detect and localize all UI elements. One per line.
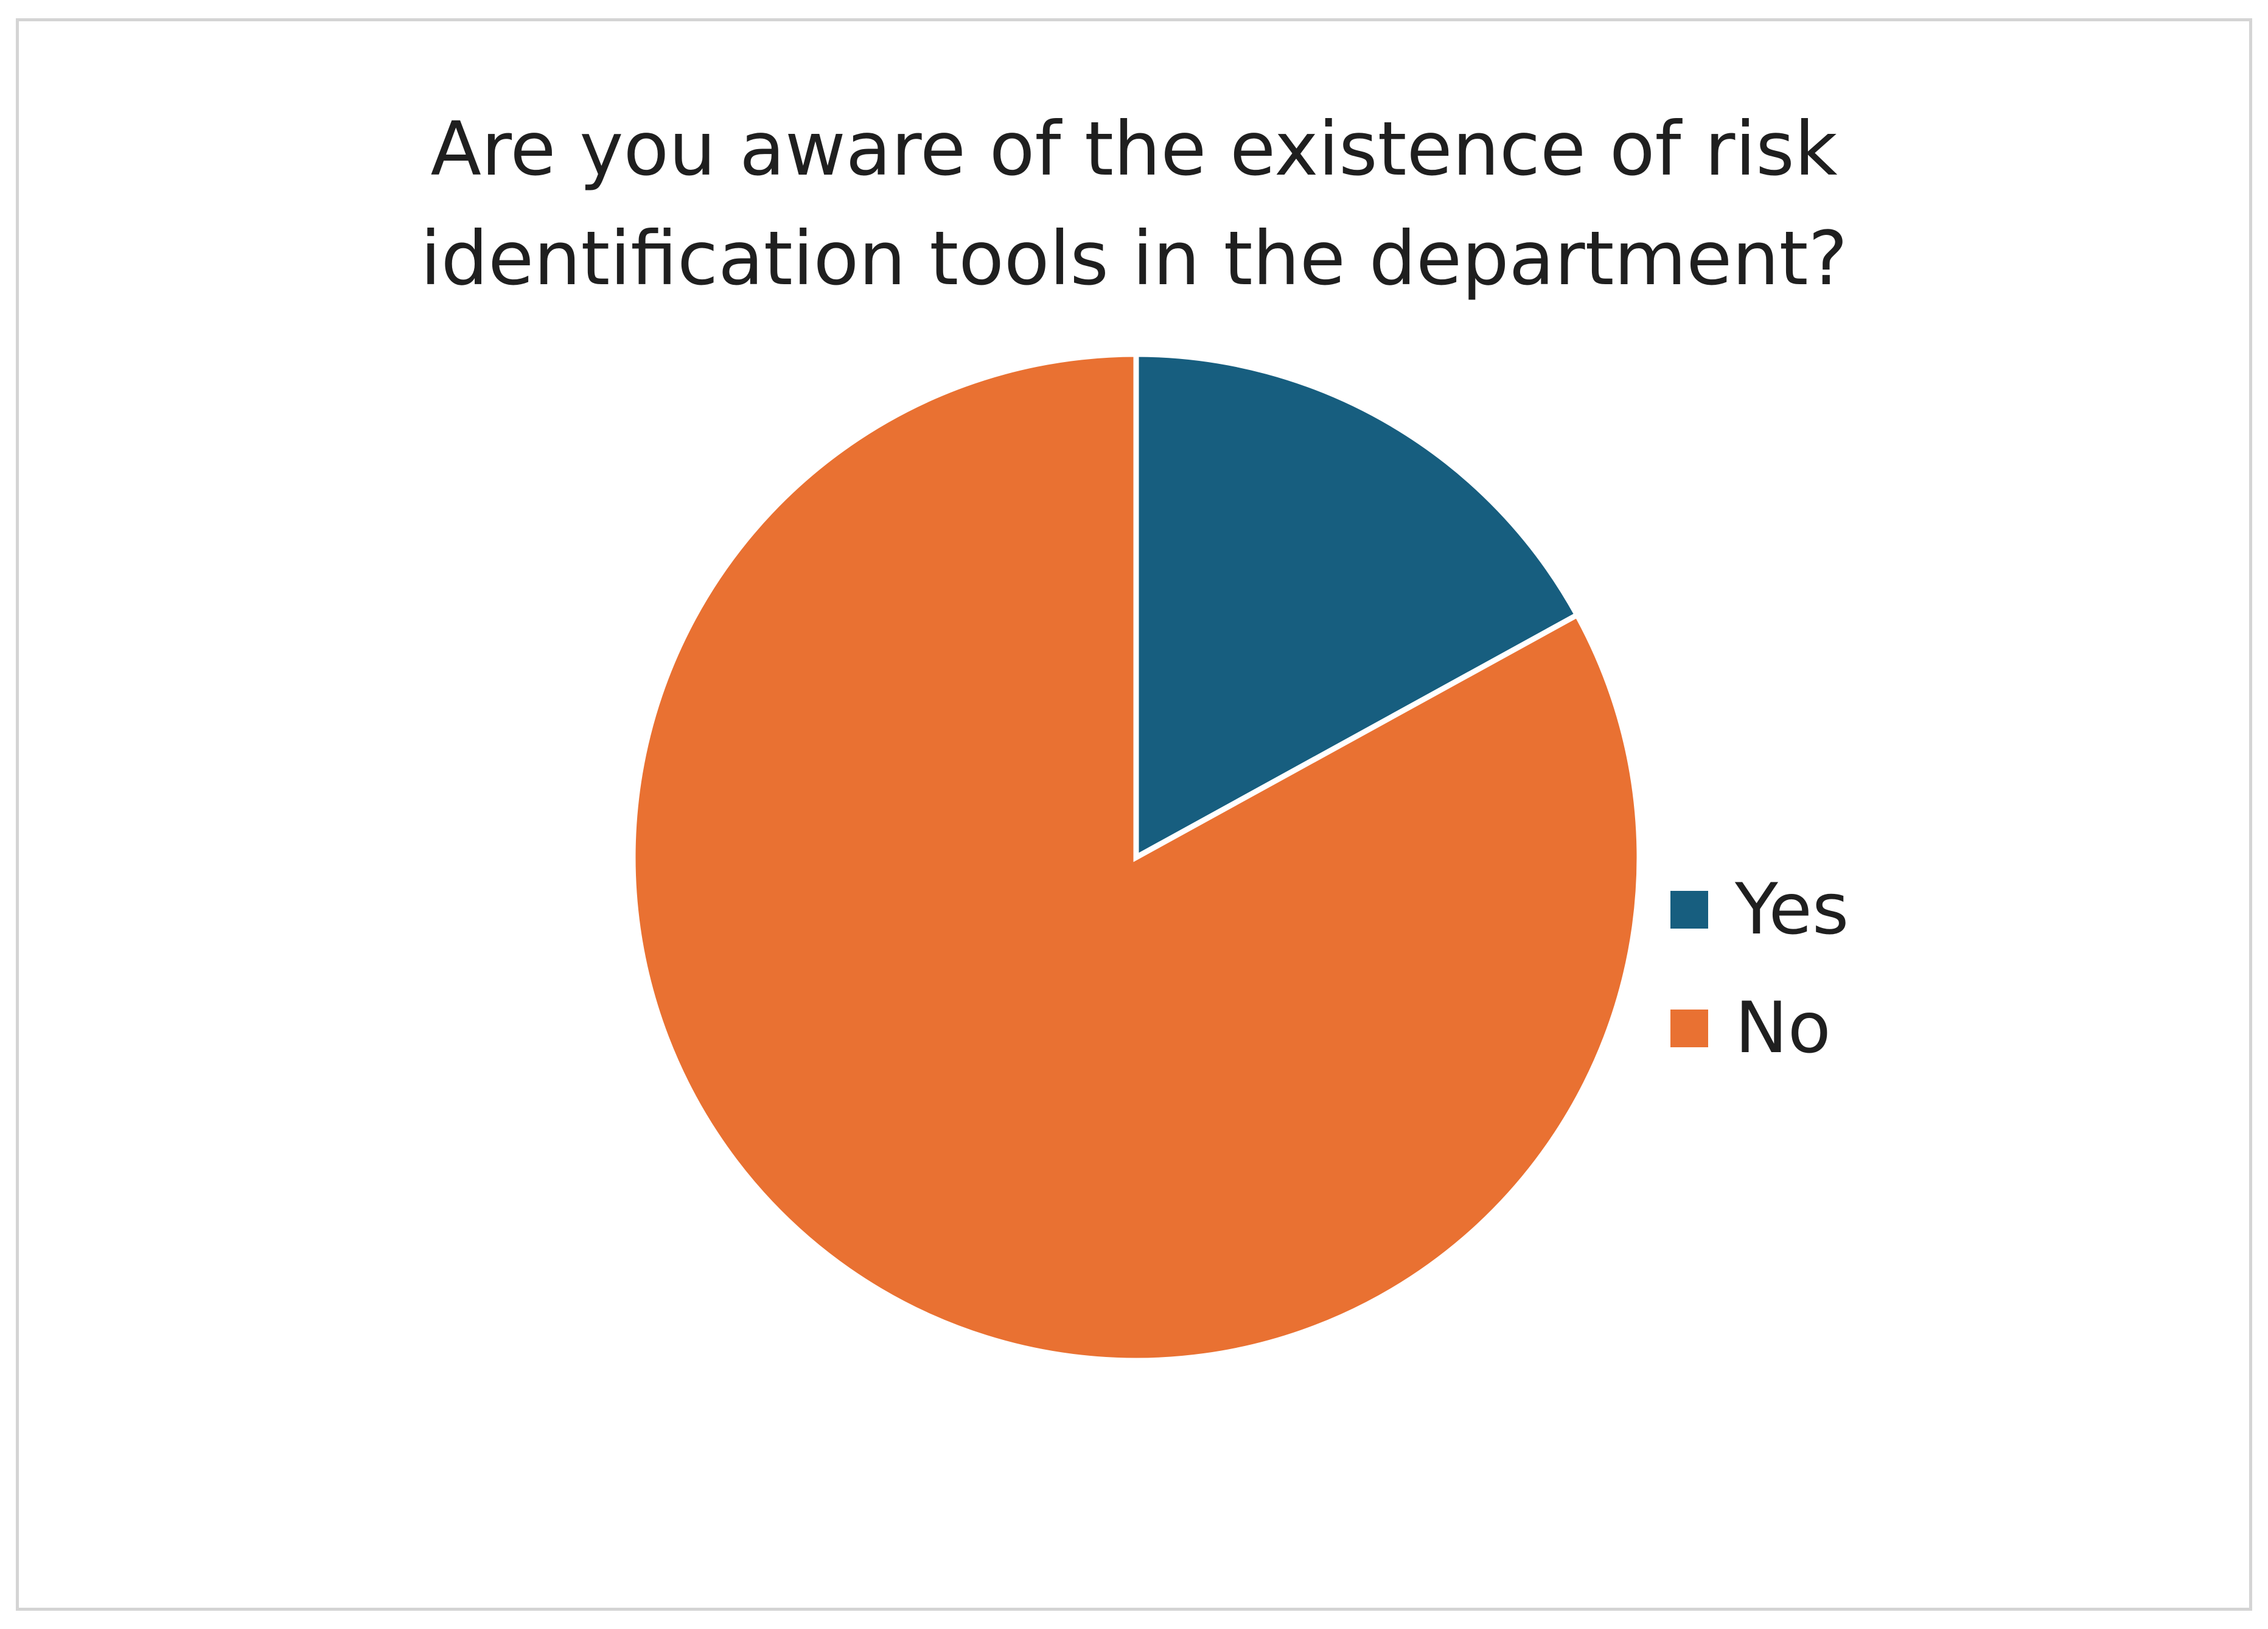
legend-item-yes: Yes (1670, 867, 1849, 952)
legend-item-no: No (1670, 986, 1831, 1071)
legend-swatch-yes (1670, 891, 1708, 929)
pie-slice-yes (1133, 351, 1581, 862)
pie-slice-no (630, 351, 1642, 1364)
legend-label-no: No (1735, 987, 1831, 1069)
pie-chart (630, 351, 1642, 1364)
chart-title-line-1: Are you aware of the existence of risk (430, 106, 1838, 192)
chart-frame: Are you aware of the existence of risk i… (16, 18, 2252, 1611)
legend-swatch-no (1670, 1010, 1708, 1047)
chart-title-line-2: identification tools in the department? (420, 215, 1848, 302)
chart-title: Are you aware of the existence of risk i… (19, 94, 2249, 313)
legend-label-yes: Yes (1735, 868, 1849, 951)
